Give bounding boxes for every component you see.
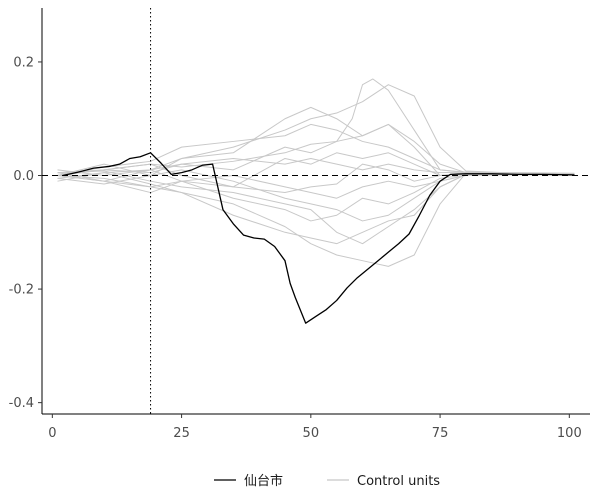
control-series-line-5	[57, 78, 575, 177]
y-tick-label: -0.4	[9, 396, 34, 411]
x-tick-label: 50	[303, 426, 320, 441]
y-tick-label: 0.0	[13, 169, 34, 184]
control-lines	[57, 78, 575, 267]
control-series-line-11	[57, 106, 575, 177]
x-tick-label: 75	[432, 426, 449, 441]
x-axis-ticks: 0 25 50 75 100	[48, 414, 582, 441]
plot-area	[42, 8, 590, 414]
x-tick-label: 0	[48, 426, 56, 441]
legend-label-treated: 仙台市	[244, 473, 283, 488]
control-series-line-10	[57, 172, 575, 245]
control-series-line-1	[57, 123, 575, 177]
control-series-line-14	[57, 169, 575, 222]
y-axis-ticks: 0.2 0.0 -0.2 -0.4	[9, 55, 42, 411]
control-series-line-7	[57, 123, 575, 177]
control-series-line-8	[57, 173, 575, 222]
control-series-line-3	[57, 84, 575, 182]
treated-lines	[62, 152, 575, 324]
control-series-line-6	[57, 170, 575, 245]
x-tick-label: 25	[173, 426, 190, 441]
x-tick-label: 100	[557, 426, 582, 441]
treated-series-line	[62, 152, 575, 324]
legend: 仙台市 Control units	[214, 473, 440, 488]
y-tick-label: -0.2	[9, 283, 34, 298]
y-tick-label: 0.2	[13, 55, 34, 70]
legend-label-control: Control units	[357, 474, 440, 488]
